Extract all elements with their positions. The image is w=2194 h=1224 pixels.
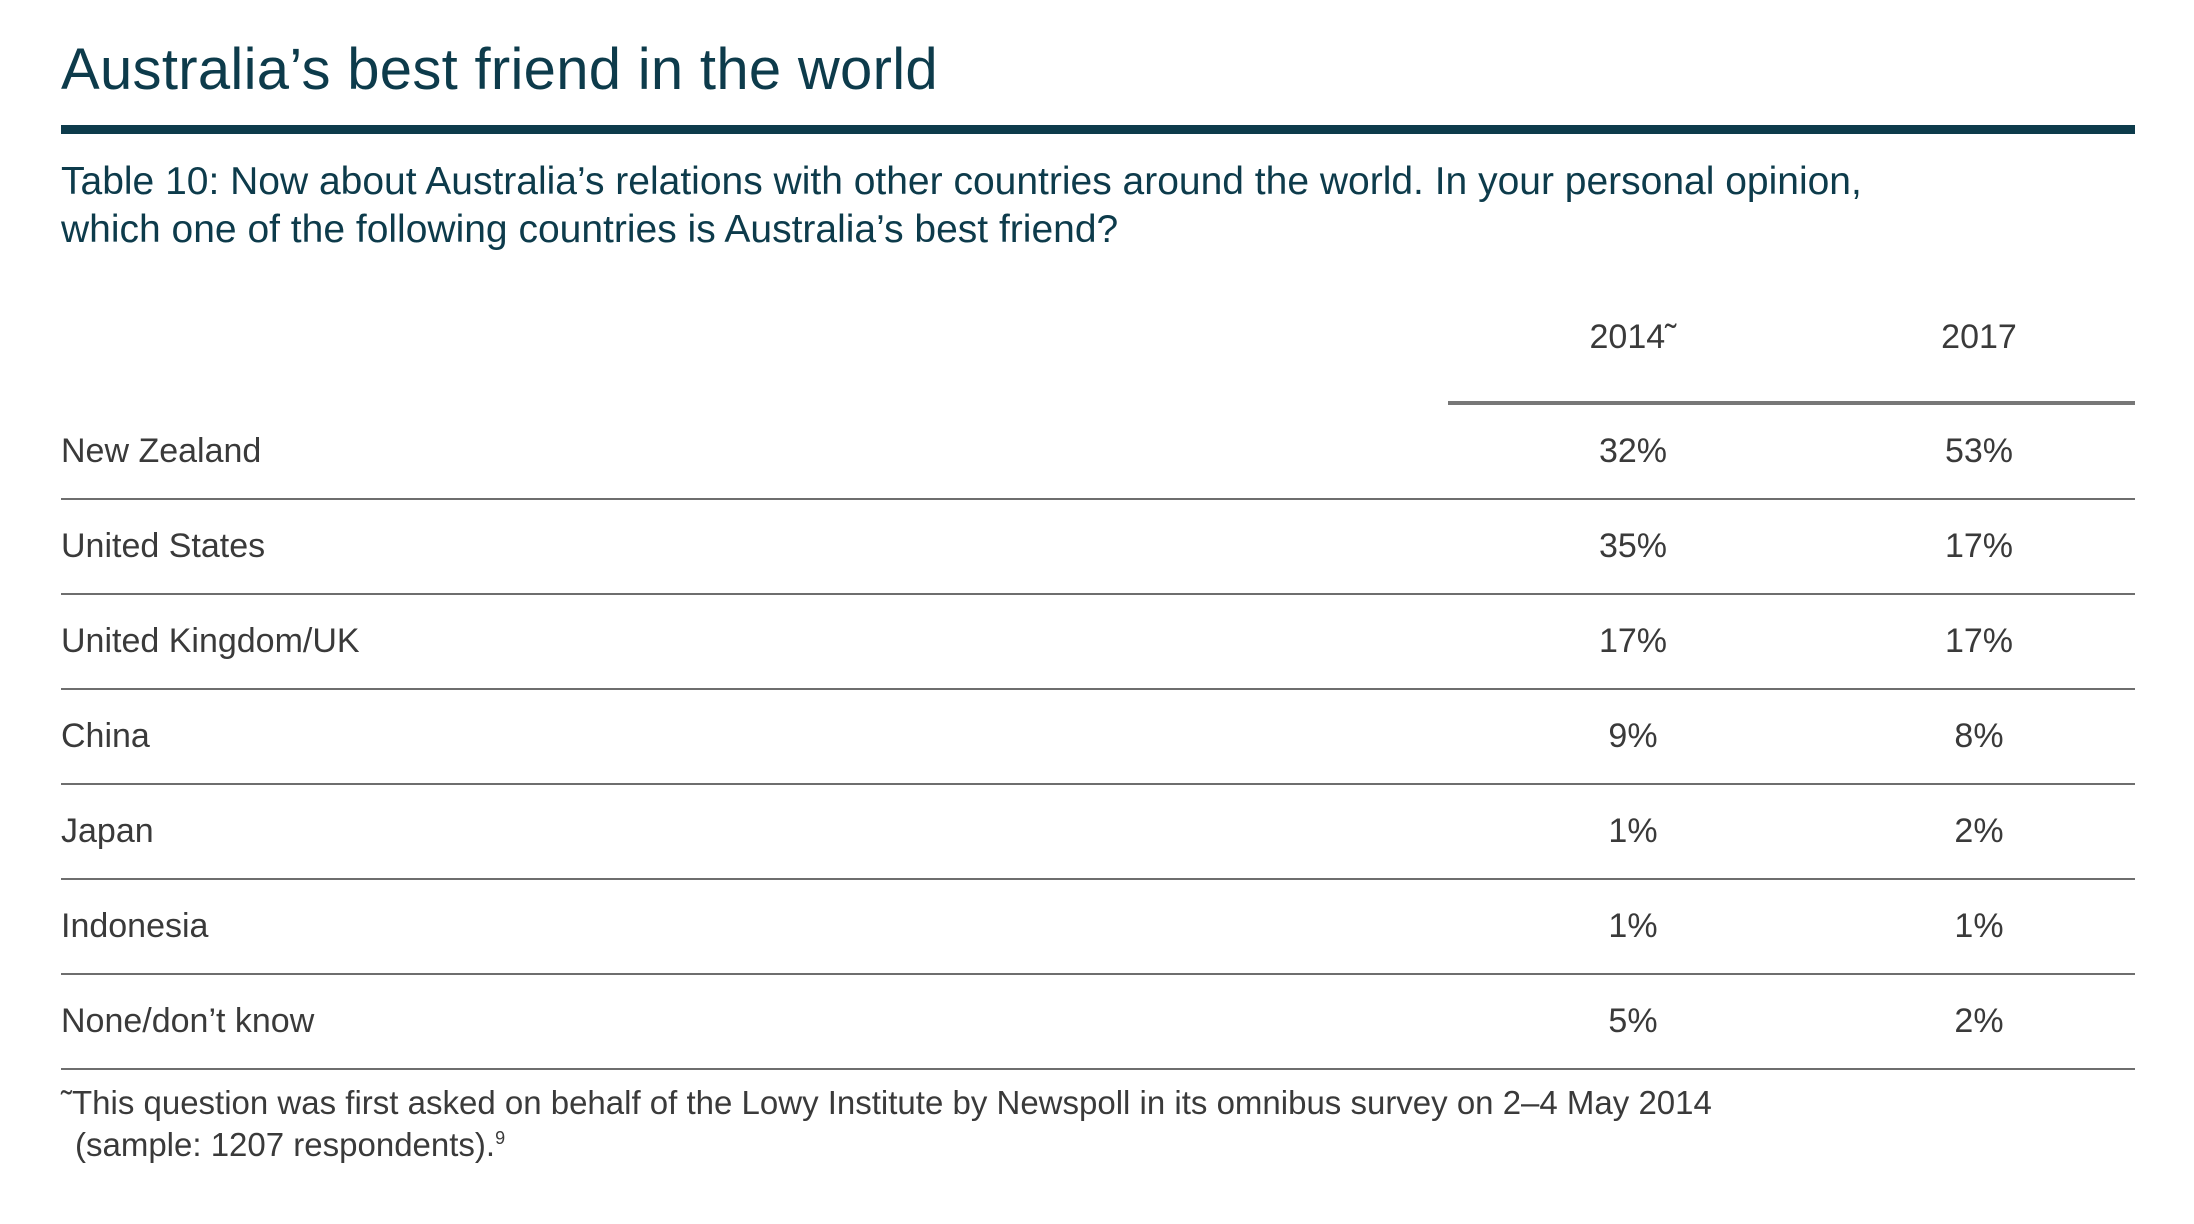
cell-2017: 17% [1944, 527, 2014, 565]
footnote-line-1: ˜This question was first asked on behalf… [61, 1084, 1712, 1121]
cell-2014: 9% [1608, 717, 1658, 755]
cell-2014: 17% [1598, 622, 1668, 660]
cell-2017: 1% [1954, 907, 2004, 945]
row-label: United States [61, 527, 266, 565]
cell-2014: 5% [1608, 1002, 1658, 1040]
footnote-line-2-text: (sample: 1207 respondents). [75, 1126, 496, 1163]
row-label: United Kingdom/UK [61, 622, 360, 660]
table-row: Japan 1% 2% [61, 785, 2135, 880]
cell-2014: 32% [1598, 432, 1668, 470]
table-row: United Kingdom/UK 17% 17% [61, 595, 2135, 690]
footnote-reference: 9 [495, 1128, 506, 1148]
row-label: Indonesia [61, 907, 209, 945]
table-row: None/don’t know 5% 2% [61, 975, 2135, 1070]
cell-2014: 1% [1608, 907, 1658, 945]
cell-2017: 2% [1954, 812, 2004, 850]
header-divider [1448, 401, 2135, 405]
table-row: United States 35% 17% [61, 500, 2135, 595]
table-row: Indonesia 1% 1% [61, 880, 2135, 975]
row-label: New Zealand [61, 432, 262, 470]
table-caption-line-1: Table 10: Now about Australia’s relation… [61, 160, 1862, 203]
cell-2017: 17% [1944, 622, 2014, 660]
page-title: Australia’s best friend in the world [61, 37, 938, 102]
column-header-2017: 2017 [1941, 318, 2017, 356]
footnote-line-2: (sample: 1207 respondents).9 [61, 1124, 2131, 1166]
table-row: China 9% 8% [61, 690, 2135, 785]
cell-2017: 2% [1954, 1002, 2004, 1040]
cell-2014: 1% [1608, 812, 1658, 850]
footnote: ˜This question was first asked on behalf… [61, 1082, 2131, 1166]
row-label: China [61, 717, 150, 755]
table-row: New Zealand 32% 53% [61, 405, 2135, 500]
cell-2014: 35% [1598, 527, 1668, 565]
column-header-2014: 2014˜ [1589, 318, 1677, 356]
table-caption: Table 10: Now about Australia’s relation… [61, 158, 2141, 254]
table-caption-line-2: which one of the following countries is … [61, 208, 1119, 251]
cell-2017: 53% [1944, 432, 2014, 470]
cell-2017: 8% [1954, 717, 2004, 755]
row-label: None/don’t know [61, 1002, 315, 1040]
title-divider [61, 125, 2135, 134]
row-label: Japan [61, 812, 154, 850]
